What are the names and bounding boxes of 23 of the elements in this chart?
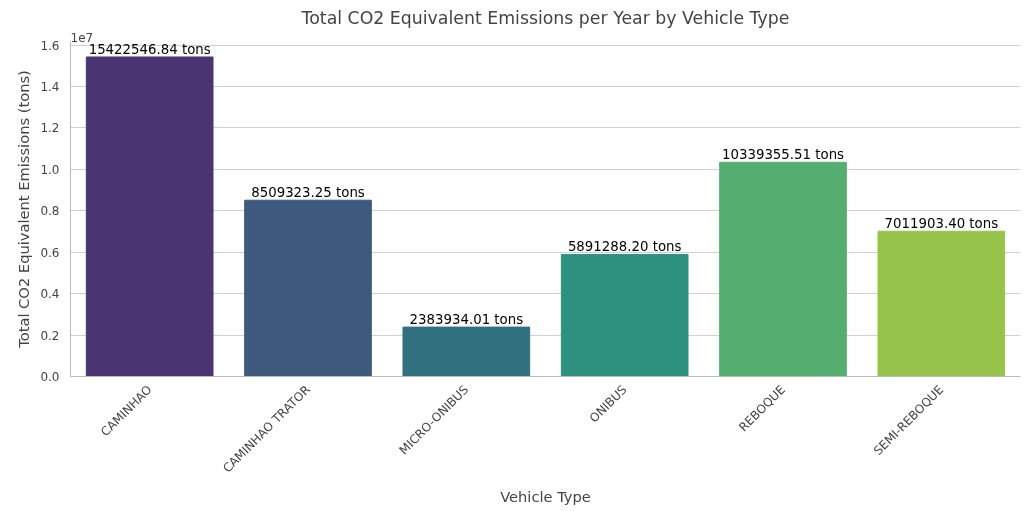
- annotation: 7011903.40 tons: [884, 216, 999, 232]
- y-tick-label: 0.4: [40, 287, 60, 302]
- annotation: 2383934.01 tons: [409, 312, 524, 328]
- bar: [244, 199, 372, 377]
- annotation: 5891288.20 tons: [567, 239, 682, 255]
- y-tick-label: 1.0: [40, 162, 60, 177]
- y-tick-label: 0.8: [40, 204, 60, 219]
- bar: [719, 161, 847, 377]
- chart-title: Total CO2 Equivalent Emissions per Year by Vehicle Type: [300, 7, 790, 28]
- annotation: 10339355.51 tons: [721, 147, 845, 163]
- x-axis-title: Vehicle Type: [500, 488, 591, 506]
- y-axis-title: Total CO2 Equivalent Emissions (tons): [15, 70, 33, 349]
- bar: [402, 326, 531, 377]
- y-tick-label: 0.0: [40, 370, 60, 384]
- bar: [85, 56, 214, 377]
- y-tick-label: 1.4: [40, 79, 60, 94]
- y-tick-label: 0.2: [40, 328, 60, 343]
- bar: [560, 253, 689, 377]
- y-tick-label: 0.6: [40, 245, 60, 260]
- annotation: 8509323.25 tons: [251, 185, 365, 201]
- y-tick-label: 1.2: [40, 121, 60, 136]
- bar: [877, 230, 1006, 377]
- y-tick-label: 1.6: [40, 38, 60, 53]
